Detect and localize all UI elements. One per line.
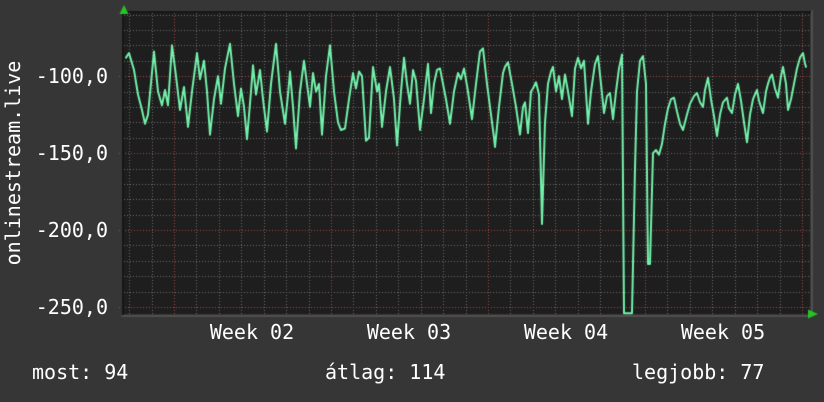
legend-atlag: átlag: 114 xyxy=(325,360,446,384)
y-tick-label-250: -250,0 xyxy=(35,295,108,319)
y-tick-label-200: -200,0 xyxy=(35,218,108,242)
legend-legjobb: legjobb: 77 xyxy=(632,360,765,384)
x-label-week-04: Week 04 xyxy=(523,320,609,344)
y-tick-label-100: -100,0 xyxy=(35,64,108,88)
legend-most: most: 94 xyxy=(32,360,129,384)
x-label-week-03: Week 03 xyxy=(366,320,452,344)
x-label-week-02: Week 02 xyxy=(209,320,295,344)
y-tick-label-150: -150,0 xyxy=(35,141,108,165)
x-label-week-05: Week 05 xyxy=(680,320,766,344)
